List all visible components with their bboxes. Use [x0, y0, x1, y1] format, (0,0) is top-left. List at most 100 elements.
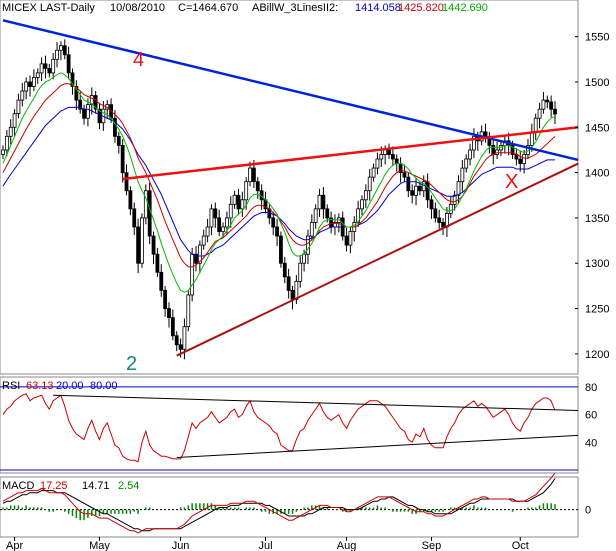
- candle-body: [541, 99, 546, 110]
- candle-body: [20, 90, 25, 101]
- price-y-tick-label: 1200: [585, 349, 609, 361]
- candle-body: [47, 67, 52, 74]
- rsi-value: 63.13: [26, 380, 54, 392]
- macd-histogram-value: 2.54: [118, 480, 139, 492]
- price-y-tick-label: 1500: [585, 77, 609, 89]
- candle-body: [255, 181, 260, 192]
- candle-body: [363, 190, 368, 201]
- price-panel: [0, 0, 579, 375]
- candle-body: [275, 226, 279, 237]
- axes: 1200 1250 1300 1350 1400 1450 1500 1550 40 60 80 0 A…: [6, 32, 609, 551]
- x-tick-label: Jul: [258, 540, 272, 551]
- rsi-level-high: 80.00: [90, 380, 118, 392]
- price-y-tick-label: 1300: [585, 258, 609, 270]
- chart-symbol: MICEX LAST-Daily: [2, 2, 95, 14]
- candle-body: [464, 158, 469, 169]
- rsi-title: RSI: [2, 380, 20, 392]
- candle-body: [59, 45, 63, 51]
- candle-body: [410, 190, 415, 196]
- candle-body: [286, 276, 291, 291]
- rsi-y-tick-label: 80: [585, 382, 597, 394]
- candle-body: [128, 190, 133, 210]
- candle-body: [441, 222, 445, 228]
- candle-body: [306, 235, 310, 255]
- candle-body: [448, 203, 453, 214]
- rsi-y-tick-label: 60: [585, 410, 597, 422]
- price-plot: [1, 19, 579, 360]
- candle-body: [390, 154, 395, 160]
- candle-body: [429, 199, 434, 210]
- candle-body: [472, 135, 476, 151]
- candle-body: [93, 95, 98, 110]
- candle-body: [170, 317, 175, 337]
- candle-body: [468, 149, 472, 160]
- candle-body: [248, 167, 252, 183]
- trendline-support: [176, 162, 579, 357]
- macd-title: MACD: [2, 480, 34, 492]
- close-value: C=1464.670: [178, 2, 238, 14]
- candle-body: [4, 135, 9, 151]
- macd-y-tick-label: 0: [585, 505, 591, 517]
- indicator-value-blue: 1414.058: [355, 2, 401, 14]
- candle-body: [228, 203, 233, 219]
- candle-body: [143, 190, 148, 219]
- candle-body: [394, 158, 399, 164]
- candle-body: [325, 208, 330, 219]
- candle-body: [35, 72, 40, 78]
- candle-body: [174, 335, 179, 346]
- candle-body: [70, 72, 75, 87]
- candle-body: [244, 181, 249, 201]
- rsi-plot: [0, 386, 579, 471]
- candle-body: [1, 149, 5, 155]
- rsi-line: [2, 393, 556, 463]
- x-tick-label: Sep: [422, 540, 442, 551]
- indicator-value-red: 1425.820: [398, 2, 444, 14]
- trendline-blue: [2, 19, 579, 162]
- wave-label-x: X: [505, 171, 518, 193]
- candle-body: [66, 54, 71, 74]
- candle-body: [39, 63, 44, 74]
- candle-body: [371, 167, 376, 178]
- candle-body: [271, 217, 276, 228]
- candle-body: [317, 194, 322, 210]
- candle-body: [182, 326, 187, 350]
- candle-body: [209, 208, 214, 228]
- candle-body: [190, 253, 195, 296]
- candle-body: [240, 199, 245, 210]
- candle-body: [518, 158, 523, 164]
- candle-body: [120, 145, 125, 174]
- trendline-red: [122, 126, 579, 181]
- candle-body: [28, 81, 32, 87]
- macd-line: [2, 472, 556, 534]
- candle-body: [224, 217, 229, 228]
- candle-body: [205, 226, 210, 237]
- candle-body: [55, 49, 59, 60]
- candle-body: [387, 149, 391, 155]
- candle-body: [213, 208, 218, 219]
- candle-body: [460, 167, 465, 183]
- candle-body: [221, 226, 225, 232]
- price-y-tick-label: 1350: [585, 213, 609, 225]
- candle-body: [313, 208, 318, 223]
- macd-signal-line: [2, 478, 556, 532]
- ma-green-line: [2, 72, 556, 293]
- price-y-tick-label: 1550: [585, 32, 609, 44]
- candle-body: [236, 194, 241, 210]
- candle-body: [197, 244, 202, 264]
- candle-body: [533, 117, 538, 133]
- candle-body: [140, 217, 144, 264]
- wave-label-4: 4: [133, 49, 144, 71]
- candle-body: [367, 176, 372, 192]
- x-tick-label: Oct: [512, 540, 529, 551]
- x-tick-label: Apr: [6, 540, 23, 551]
- candle-body: [43, 63, 48, 69]
- candle-body: [302, 253, 306, 264]
- candle-body: [321, 194, 326, 210]
- candle-body: [51, 58, 56, 74]
- macd-signal-value: 14.71: [82, 480, 110, 492]
- candle-body: [186, 294, 191, 328]
- candle-body: [356, 208, 361, 223]
- price-y-tick-label: 1250: [585, 304, 609, 316]
- candle-body: [252, 167, 256, 183]
